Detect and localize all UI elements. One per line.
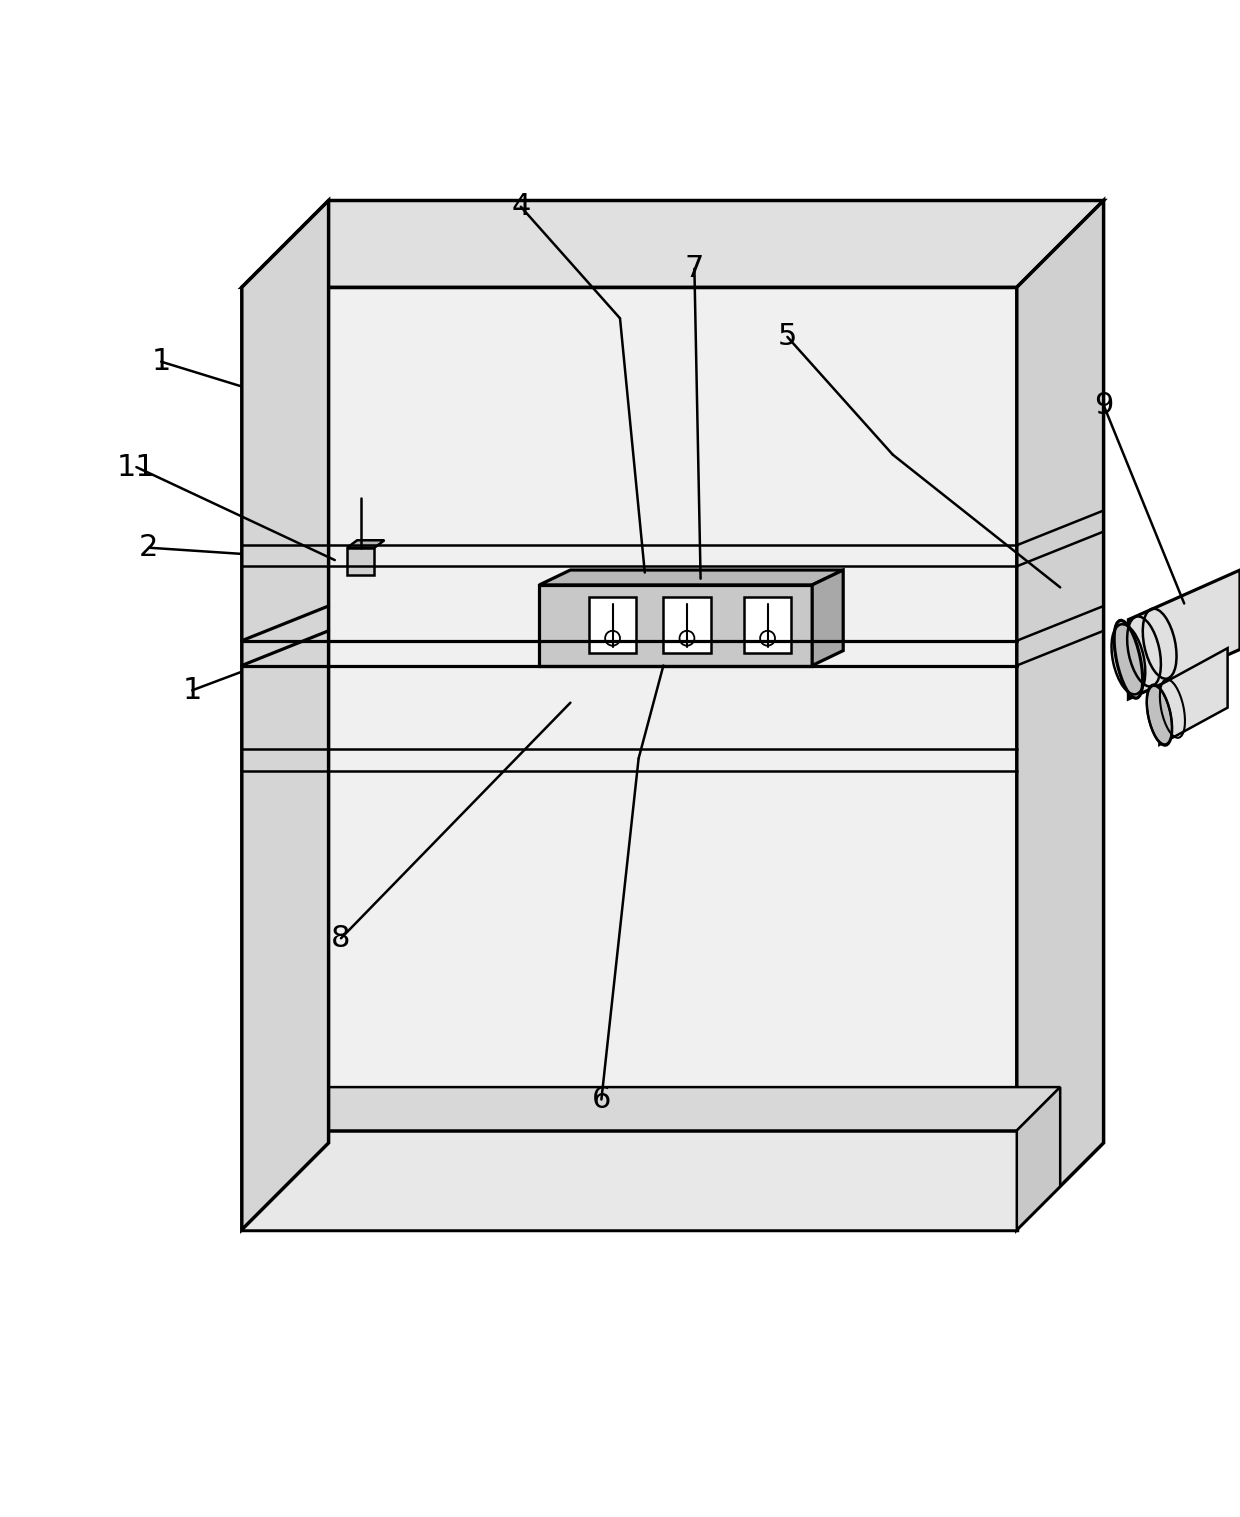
Polygon shape [242,1088,1060,1130]
Text: 11: 11 [117,452,156,481]
Text: 1: 1 [182,675,202,705]
Text: 6: 6 [591,1085,611,1113]
Text: 1: 1 [151,347,171,376]
Polygon shape [812,570,843,666]
Polygon shape [1017,1088,1060,1230]
Polygon shape [539,570,843,586]
Text: 9: 9 [1094,390,1114,420]
Ellipse shape [1147,684,1172,745]
Polygon shape [744,598,791,654]
Text: 8: 8 [331,924,351,953]
Polygon shape [347,548,374,575]
Circle shape [680,631,694,646]
Circle shape [760,631,775,646]
Polygon shape [1017,200,1104,1230]
Polygon shape [1128,570,1240,699]
Text: 2: 2 [139,532,159,563]
Polygon shape [589,598,636,654]
Polygon shape [663,598,711,654]
Polygon shape [347,540,384,548]
Polygon shape [242,200,1104,287]
Text: 5: 5 [777,323,797,352]
Polygon shape [539,586,812,666]
Polygon shape [242,200,329,1230]
Ellipse shape [1114,620,1143,698]
Circle shape [605,631,620,646]
Polygon shape [242,1130,1017,1230]
Polygon shape [1159,648,1228,745]
Text: 7: 7 [684,255,704,284]
Text: 4: 4 [511,193,531,221]
Polygon shape [242,287,1017,1230]
